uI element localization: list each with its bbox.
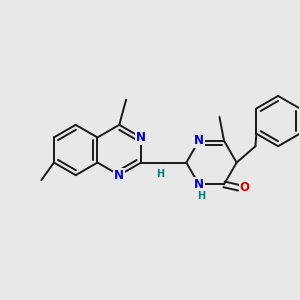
Text: N: N xyxy=(194,134,204,147)
Text: N: N xyxy=(194,178,204,191)
Text: H: H xyxy=(197,191,205,201)
Text: N: N xyxy=(136,131,146,144)
Text: N: N xyxy=(114,169,124,182)
Text: H: H xyxy=(156,169,164,179)
Text: O: O xyxy=(240,181,250,194)
